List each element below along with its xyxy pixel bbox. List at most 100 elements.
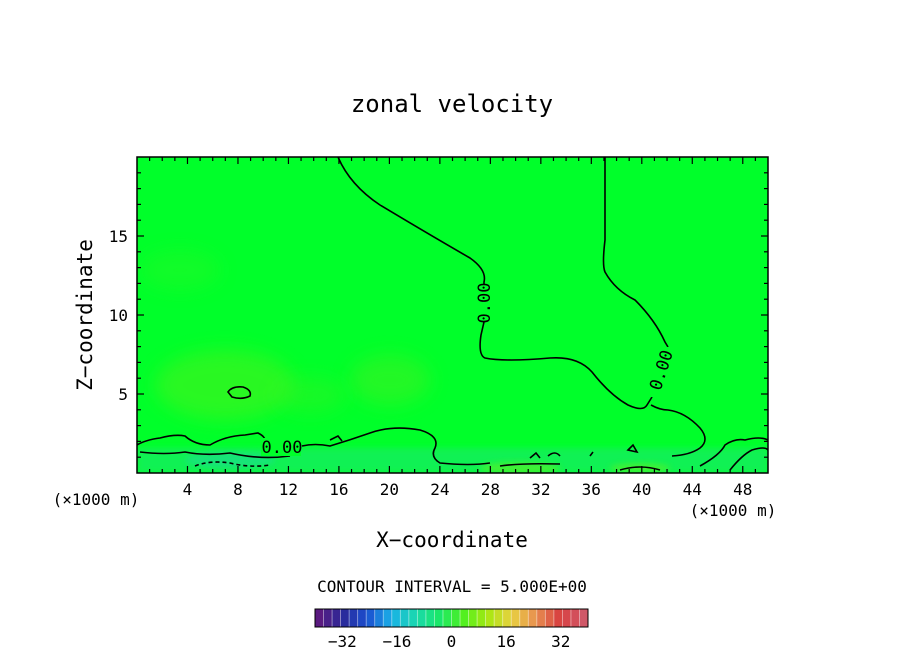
- contour-labels: 0.00 0.00 0.00: [261, 283, 678, 458]
- y-tick-label: 5: [118, 385, 128, 404]
- contour-line: [729, 447, 768, 471]
- contour-line: [650, 404, 706, 457]
- field-patch: [350, 355, 430, 405]
- x-tick-label: 40: [632, 480, 651, 499]
- colorbar-cell: [545, 609, 555, 627]
- x-tick-label: 36: [582, 480, 601, 499]
- x-tick-marks: [149, 157, 756, 473]
- contour-line: [547, 452, 561, 457]
- colorbar-tick-label: −32: [328, 632, 357, 651]
- colorbar-cell: [519, 609, 529, 627]
- field-patch: [275, 377, 345, 413]
- colorbar-cell: [460, 609, 469, 627]
- field-patch: [610, 463, 670, 473]
- contour-line: [194, 461, 271, 467]
- x-axis-label: X−coordinate: [376, 528, 528, 552]
- y-tick-label: 10: [109, 306, 128, 325]
- colorbar-cell: [502, 609, 512, 627]
- colorbar-cell: [332, 609, 341, 627]
- contour-line: [626, 443, 639, 454]
- y-tick-label: 15: [109, 227, 128, 246]
- colorbar-cell: [494, 609, 503, 627]
- colorbar-cell: [366, 609, 376, 627]
- x-tick-labels: 4 8 12 16 20 24 28 32 36 40 44 48: [183, 480, 753, 499]
- x-unit-label-left: (×1000 m): [53, 490, 140, 509]
- contour-line: [337, 157, 486, 292]
- contour-line: [602, 157, 669, 348]
- colorbar-cell: [562, 609, 572, 627]
- colorbar-cell: [357, 609, 367, 627]
- colorbar-cell: [417, 609, 427, 627]
- contour-line: [529, 451, 541, 459]
- contour-line: [699, 437, 768, 467]
- contour-label-gap: [261, 438, 301, 456]
- contour-line: [619, 466, 661, 471]
- colorbar-tick-label: 16: [496, 632, 515, 651]
- colorbar-cell: [579, 609, 589, 627]
- colorbar-cell: [570, 609, 580, 627]
- x-tick-label: 4: [183, 480, 193, 499]
- field-patch: [155, 350, 295, 420]
- colorbar-cell: [528, 609, 538, 627]
- colorbar-cell: [408, 609, 418, 627]
- contour-line: [227, 386, 252, 400]
- colorbar-cell: [477, 609, 486, 627]
- colorbar-cell: [349, 609, 358, 627]
- contour-line: [301, 427, 491, 466]
- colorbar-cell: [425, 609, 435, 627]
- colorbar-cell: [400, 609, 410, 627]
- x-tick-label: 48: [733, 480, 752, 499]
- x-tick-label: 20: [380, 480, 399, 499]
- colorbar-tick-label: 32: [551, 632, 570, 651]
- x-unit-label-right: (×1000 m): [690, 501, 777, 520]
- contour-line: [499, 462, 561, 467]
- field-background: [137, 157, 768, 473]
- x-tick-label: 24: [430, 480, 449, 499]
- x-tick-label: 8: [233, 480, 243, 499]
- y-axis-label: Z−coordinate: [73, 239, 97, 391]
- y-tick-labels: 5 10 15: [109, 227, 128, 404]
- chart-title: zonal velocity: [351, 90, 553, 118]
- field-patch: [480, 462, 560, 473]
- colorbar-tick-labels: −32 −16 0 16 32: [328, 632, 570, 651]
- contour-lines: [137, 157, 768, 471]
- colorbar-cell: [553, 609, 563, 627]
- plot-area: 0.00 0.00 0.00: [136, 156, 769, 474]
- contour-label: 0.00: [475, 283, 495, 324]
- contour-line: [139, 451, 291, 459]
- contour-interval-label: CONTOUR INTERVAL = 5.000E+00: [317, 577, 587, 596]
- x-tick-label: 28: [481, 480, 500, 499]
- colorbar-cell: [374, 609, 384, 627]
- contour-line: [589, 451, 594, 457]
- x-tick-label: 44: [683, 480, 702, 499]
- colorbar-cell: [442, 609, 452, 627]
- contour-label-gap: [648, 347, 674, 397]
- colorbar-cell: [315, 609, 324, 627]
- colorbar-cell: [340, 609, 350, 627]
- colorbar-cell: [383, 609, 393, 627]
- field-patch: [140, 250, 220, 290]
- x-tick-label: 16: [329, 480, 348, 499]
- contour-label: 0.00: [262, 438, 303, 458]
- contour-line: [329, 434, 343, 442]
- colorbar-tick-label: −16: [382, 632, 411, 651]
- colorbar: −32 −16 0 16 32: [314, 608, 589, 651]
- colorbar-cell: [391, 609, 401, 627]
- contour-label-gap: [474, 285, 494, 321]
- y-tick-marks: [137, 172, 768, 458]
- colorbar-tick-label: 0: [447, 632, 457, 651]
- colorbar-cell: [323, 609, 333, 627]
- colorbar-cell: [485, 609, 495, 627]
- colorbar-cell: [451, 609, 461, 627]
- contour-line: [137, 432, 266, 446]
- x-tick-label: 32: [531, 480, 550, 499]
- colorbar-cell: [434, 609, 444, 627]
- x-tick-label: 12: [279, 480, 298, 499]
- colorbar-cell: [468, 609, 478, 627]
- colorbar-frame: [314, 608, 589, 628]
- colorbar-cell: [536, 609, 546, 627]
- field-shading: [137, 250, 768, 473]
- contour-line: [479, 321, 653, 410]
- colorbar-cells: [314, 609, 589, 627]
